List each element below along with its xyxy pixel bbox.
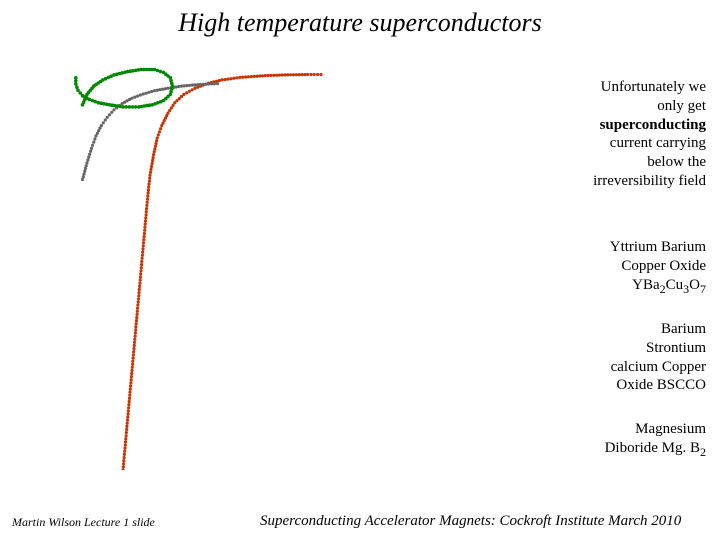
bscco-line1: Barium	[661, 321, 706, 337]
superconductor-chart	[60, 55, 510, 470]
bscco-line3: calcium Copper	[611, 359, 706, 375]
ybco-text: Yttrium Barium Copper Oxide YBa2Cu3O7	[610, 238, 706, 297]
footer-left: Martin Wilson Lecture 1 slide	[12, 515, 155, 530]
mgb2-formula: Diboride Mg. B2	[605, 440, 706, 456]
intro-emph: superconducting	[600, 117, 706, 133]
footer-right: Superconducting Accelerator Magnets: Coc…	[260, 513, 681, 530]
chart-svg	[60, 55, 510, 470]
intro-line1: Unfortunately we	[601, 79, 706, 95]
intro-line4: below the	[647, 154, 706, 170]
mgb2-line1: Magnesium	[635, 421, 706, 437]
right-text-column: Unfortunately we only get superconductin…	[526, 0, 706, 500]
bscco-text: Barium Strontium calcium Copper Oxide BS…	[611, 320, 706, 395]
bscco-line2: Strontium	[646, 340, 706, 356]
mgb2-text: Magnesium Diboride Mg. B2	[605, 420, 706, 460]
intro-line5: irreversibility field	[593, 173, 706, 189]
ybco-formula: YBa2Cu3O7	[632, 277, 706, 293]
ybco-line1: Yttrium Barium	[610, 239, 706, 255]
ybco-line2: Copper Oxide	[621, 258, 706, 274]
bscco-line4: Oxide BSCCO	[616, 377, 706, 393]
intro-text: Unfortunately we only get superconductin…	[593, 78, 706, 191]
intro-line2: only get	[657, 98, 706, 114]
intro-line3: current carrying	[610, 135, 706, 151]
